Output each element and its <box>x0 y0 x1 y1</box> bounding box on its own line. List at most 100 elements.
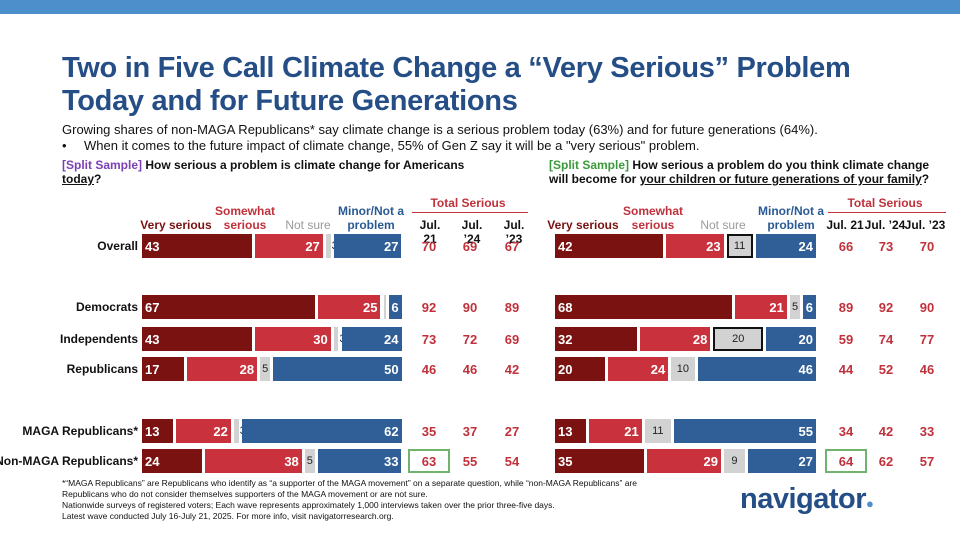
header-somewhat-serious-left: Somewhat serious <box>214 204 275 232</box>
bar-not-sure-right: 11 <box>644 419 671 443</box>
bar-minor-right: 55 <box>673 419 816 443</box>
bar-not-sure-left <box>233 419 239 443</box>
total-serious-value-right: 89 <box>838 299 854 315</box>
header-very-serious-right: Very serious <box>547 218 619 232</box>
bar-not-sure-left <box>325 234 331 258</box>
bar-minor-left: 27 <box>333 234 402 258</box>
bar-very-serious-left: 13 <box>142 419 174 443</box>
header-total-serious-left: Total Serious <box>430 196 506 210</box>
row-label: Republicans <box>66 362 138 376</box>
bar-minor-left: 6 <box>388 295 402 319</box>
bar-minor-right: 6 <box>803 295 816 319</box>
total-serious-value-left: 35 <box>421 423 437 439</box>
bar-somewhat-serious-right: 28 <box>639 327 711 351</box>
bar-very-serious-left: 43 <box>142 234 252 258</box>
row-label: MAGA Republicans* <box>22 424 138 438</box>
total-serious-value-left: 42 <box>504 361 520 377</box>
bar-not-sure-right: 5 <box>790 295 801 319</box>
question-right: [Split Sample] How serious a problem do … <box>549 158 949 186</box>
question-right-underlined: your children or future generations of y… <box>639 172 922 186</box>
bar-very-serious-right: 32 <box>555 327 637 351</box>
total-serious-value-right: 74 <box>878 331 894 347</box>
total-serious-value-right: 59 <box>838 331 854 347</box>
total-serious-value-right: 62 <box>878 453 894 469</box>
bullet-text: When it comes to the future impact of cl… <box>84 138 700 153</box>
total-serious-rule-right <box>828 212 946 213</box>
total-serious-value-left: 63 <box>408 449 450 473</box>
total-serious-value-left: 73 <box>421 331 437 347</box>
bullet-marker: • <box>62 138 67 153</box>
logo-text: navigator <box>740 483 867 515</box>
bar-somewhat-serious-left: 38 <box>205 449 302 473</box>
total-serious-value-left: 27 <box>504 423 520 439</box>
subtitle: Growing shares of non-MAGA Republicans* … <box>62 122 818 137</box>
bar-very-serious-left: 24 <box>142 449 202 473</box>
row-label: Independents <box>59 332 138 346</box>
total-serious-value-right: 33 <box>919 423 935 439</box>
bar-minor-right: 27 <box>747 449 816 473</box>
total-serious-value-right: 34 <box>838 423 854 439</box>
header-wave-3-right: Jul. ’23 <box>904 218 946 232</box>
total-serious-value-left: 72 <box>462 331 478 347</box>
header-total-serious-right: Total Serious <box>847 196 923 210</box>
total-serious-value-right: 64 <box>825 449 867 473</box>
bullet-note: • When it comes to the future impact of c… <box>62 137 699 154</box>
question-left-end: ? <box>94 172 102 186</box>
bar-very-serious-right: 42 <box>555 234 663 258</box>
bar-not-sure-right: 10 <box>671 357 695 381</box>
total-serious-value-right: 73 <box>878 238 894 254</box>
question-left-text: How serious a problem is climate change … <box>145 158 465 172</box>
bar-somewhat-serious-left: 25 <box>317 295 381 319</box>
bar-very-serious-right: 13 <box>555 419 587 443</box>
page-title: Two in Five Call Climate Change a “Very … <box>62 52 851 117</box>
bar-not-sure-left: 5 <box>260 357 271 381</box>
bar-very-serious-left: 43 <box>142 327 252 351</box>
header-wave-1-right: Jul. 21 <box>826 218 864 232</box>
header-somewhat-serious-right: Somewhat serious <box>622 204 683 232</box>
header-not-sure-left: Not sure <box>285 218 331 232</box>
total-serious-value-left: 37 <box>462 423 478 439</box>
footnote-line-1: *“MAGA Republicans” are Republicans who … <box>62 478 637 499</box>
bar-somewhat-serious-left: 27 <box>254 234 323 258</box>
bar-somewhat-serious-left: 30 <box>254 327 331 351</box>
bar-very-serious-left: 17 <box>142 357 184 381</box>
total-serious-value-right: 90 <box>919 299 935 315</box>
bar-minor-right: 24 <box>755 234 816 258</box>
total-serious-value-right: 77 <box>919 331 935 347</box>
header-wave-2-right: Jul. ’24 <box>864 218 906 232</box>
bar-not-sure-left: 5 <box>304 449 315 473</box>
total-serious-value-right: 44 <box>838 361 854 377</box>
bar-not-sure-left <box>333 327 339 351</box>
header-minor-right: Minor/Not a problem <box>758 204 824 232</box>
bar-not-sure-right: 9 <box>724 449 745 473</box>
header-not-sure-right: Not sure <box>700 218 746 232</box>
total-serious-value-right: 42 <box>878 423 894 439</box>
question-right-end: ? <box>921 172 930 186</box>
bar-somewhat-serious-right: 29 <box>647 449 721 473</box>
bar-very-serious-right: 35 <box>555 449 645 473</box>
navigator-logo: navigator● <box>740 483 874 516</box>
bar-somewhat-serious-right: 21 <box>589 419 642 443</box>
bar-very-serious-right: 20 <box>555 357 605 381</box>
bar-minor-left: 62 <box>241 419 402 443</box>
bar-minor-left: 50 <box>273 357 402 381</box>
total-serious-value-left: 90 <box>462 299 478 315</box>
bar-somewhat-serious-right: 24 <box>607 357 669 381</box>
total-serious-value-left: 70 <box>421 238 437 254</box>
bar-not-sure-right: 11 <box>726 234 753 258</box>
total-serious-value-left: 46 <box>462 361 478 377</box>
total-serious-value-left: 55 <box>462 453 478 469</box>
bar-minor-left: 33 <box>317 449 402 473</box>
total-serious-value-right: 57 <box>919 453 935 469</box>
logo-dot-icon: ● <box>866 496 874 511</box>
footnote-line-2: Nationwide surveys of registered voters;… <box>62 500 555 510</box>
bar-somewhat-serious-left: 22 <box>176 419 231 443</box>
top-accent-bar <box>0 0 960 14</box>
total-serious-value-right: 66 <box>838 238 854 254</box>
split-sample-tag-right: [Split Sample] <box>549 158 630 172</box>
bar-somewhat-serious-right: 21 <box>734 295 787 319</box>
question-left: [Split Sample] How serious a problem is … <box>62 158 482 186</box>
bar-minor-right: 20 <box>766 327 816 351</box>
header-wave-1-left: Jul. 21 <box>419 218 441 246</box>
footnote: *“MAGA Republicans” are Republicans who … <box>62 478 652 522</box>
